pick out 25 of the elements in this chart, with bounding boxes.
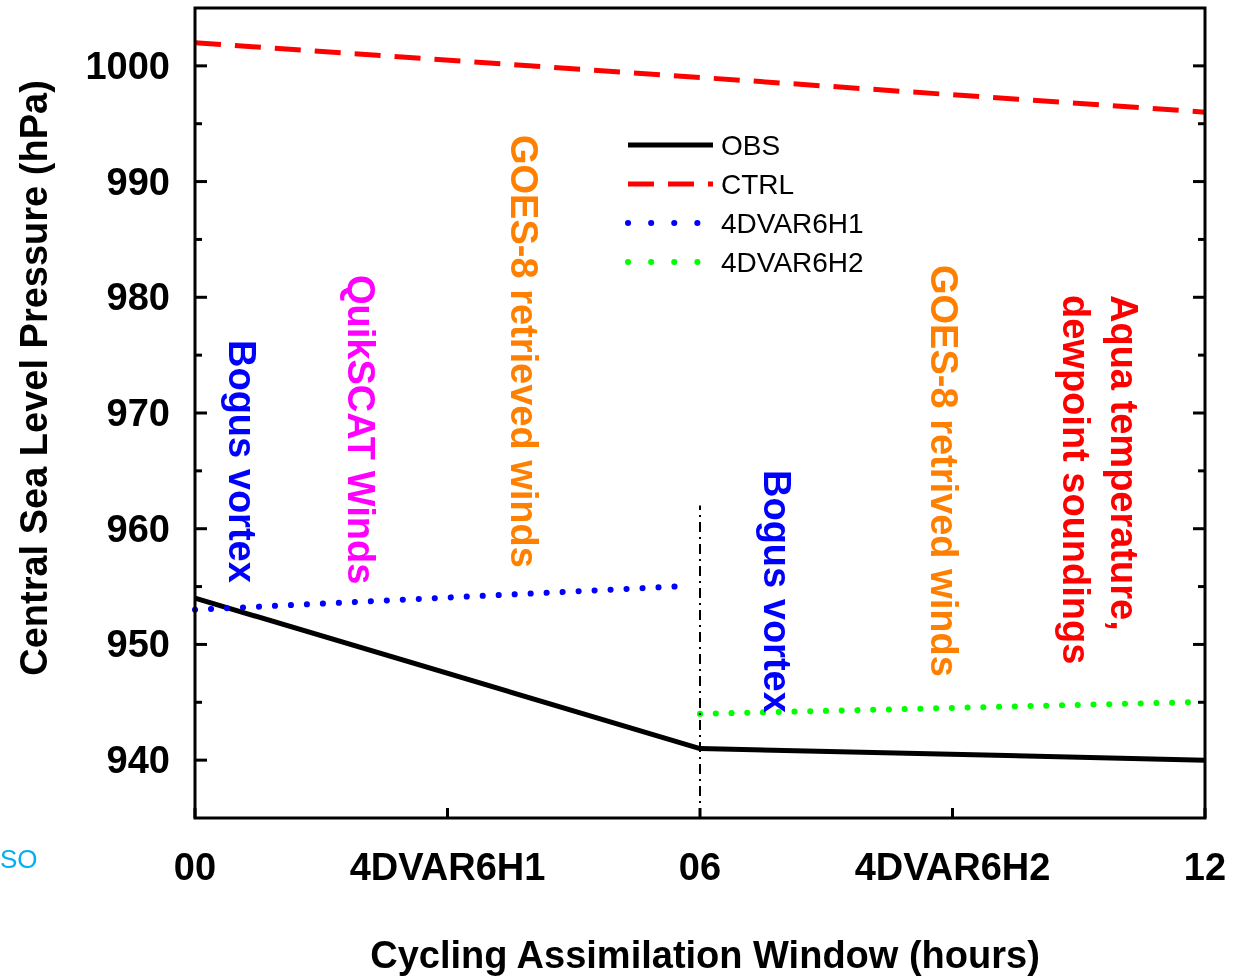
legend-label: 4DVAR6H2 <box>721 247 864 278</box>
x-tick-label: 4DVAR6H1 <box>349 846 546 888</box>
y-tick-label: 960 <box>106 507 170 550</box>
legend-label: CTRL <box>721 169 795 200</box>
annotation: Bogus vortex <box>756 470 798 713</box>
x-tick-label: 06 <box>678 846 722 888</box>
y-tick-label: 990 <box>106 160 170 203</box>
x-tick-label: 12 <box>1183 846 1227 888</box>
text: SO <box>0 844 38 874</box>
y-tick-label: 970 <box>106 392 170 434</box>
legend-label: OBS <box>721 130 781 161</box>
y-tick-label: 980 <box>106 276 170 319</box>
y-tick-label: 940 <box>106 739 170 782</box>
annotation: GOES-8 retrived winds <box>923 265 965 677</box>
y-axis-title: Central Sea Level Pressure (hPa) <box>13 80 55 676</box>
x-tick-label: 4DVAR6H2 <box>854 846 1051 888</box>
annotation: GOES-8 retrieved winds <box>503 135 545 568</box>
x-axis-title: Cycling Assimilation Window (hours) <box>370 934 1040 976</box>
annotation: Bogus vortex <box>221 340 263 583</box>
y-tick-label: 950 <box>106 623 170 666</box>
y-tick-label: 1000 <box>85 44 170 87</box>
x-tick-label: 00 <box>173 846 217 888</box>
annotation: Aqua temperature, dewpoint soundings <box>1055 295 1145 665</box>
legend-label: 4DVAR6H1 <box>721 208 864 239</box>
annotation: QuikSCAT Winds <box>340 275 382 585</box>
